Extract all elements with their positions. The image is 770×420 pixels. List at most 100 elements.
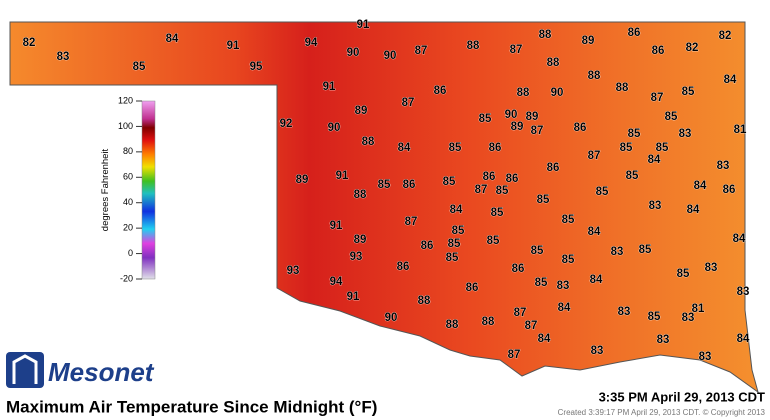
station-value: 85 — [448, 238, 461, 250]
colorbar-ticks: 120 100 80 60 40 20 0 -20 — [118, 95, 142, 283]
station-value: 83 — [705, 262, 718, 274]
station-value: 85 — [677, 268, 690, 280]
station-value: 87 — [514, 307, 527, 319]
logo: Mesonet — [6, 352, 155, 388]
station-value: 89 — [354, 234, 367, 246]
station-value: 88 — [354, 189, 367, 201]
station-value: 85 — [535, 277, 548, 289]
timestamp: 3:35 PM April 29, 2013 CDT — [599, 389, 765, 404]
station-value: 86 — [723, 184, 736, 196]
station-value: 86 — [466, 282, 479, 294]
station-value: 83 — [699, 351, 712, 363]
station-value: 84 — [724, 74, 737, 86]
station-value: 86 — [547, 162, 560, 174]
station-value: 88 — [517, 87, 530, 99]
logo-text: Mesonet — [48, 357, 155, 387]
station-value: 85 — [665, 111, 678, 123]
station-value: 83 — [557, 280, 570, 292]
station-value: 85 — [452, 225, 465, 237]
station-value: 84 — [733, 233, 746, 245]
station-value: 85 — [596, 186, 609, 198]
station-value: 87 — [510, 44, 523, 56]
station-value: 94 — [330, 276, 343, 288]
station-value: 84 — [737, 333, 750, 345]
station-value: 81 — [734, 124, 747, 136]
station-value: 86 — [512, 263, 525, 275]
station-value: 84 — [590, 274, 603, 286]
station-value: 83 — [717, 160, 730, 172]
station-value: 87 — [402, 97, 415, 109]
station-value: 91 — [336, 170, 349, 182]
station-value: 88 — [467, 40, 480, 52]
created-note: Created 3:39:17 PM April 29, 2013 CDT. ©… — [558, 408, 766, 417]
station-value: 85 — [562, 254, 575, 266]
station-value: 81 — [692, 303, 705, 315]
station-value: 83 — [657, 334, 670, 346]
station-value: 86 — [434, 85, 447, 97]
station-value: 83 — [737, 286, 750, 298]
station-value: 88 — [446, 319, 459, 331]
station-value: 90 — [328, 122, 341, 134]
colorbar — [141, 100, 156, 280]
station-value: 85 — [378, 179, 391, 191]
station-value: 83 — [618, 306, 631, 318]
station-value: 85 — [562, 214, 575, 226]
station-value: 85 — [487, 235, 500, 247]
station-value: 82 — [686, 42, 699, 54]
station-value: 86 — [483, 171, 496, 183]
station-value: 85 — [133, 61, 146, 73]
station-value: 83 — [611, 246, 624, 258]
station-value: 87 — [415, 45, 428, 57]
station-value: 90 — [551, 87, 564, 99]
station-value: 86 — [403, 179, 416, 191]
station-value: 93 — [287, 265, 300, 277]
station-value: 85 — [446, 252, 459, 264]
station-value: 83 — [591, 345, 604, 357]
station-value: 90 — [384, 50, 397, 62]
station-value: 92 — [280, 118, 293, 130]
station-value: 87 — [588, 150, 601, 162]
station-value: 84 — [398, 142, 411, 154]
station-value: 84 — [648, 154, 661, 166]
station-value: 86 — [652, 45, 665, 57]
station-value: 85 — [682, 86, 695, 98]
station-value: 86 — [628, 27, 641, 39]
station-value: 87 — [651, 92, 664, 104]
station-value: 83 — [682, 312, 695, 324]
colorbar-tick-label: 100 — [118, 121, 133, 131]
station-value: 90 — [385, 312, 398, 324]
station-value: 83 — [57, 51, 70, 63]
station-value: 89 — [526, 111, 539, 123]
station-value: 88 — [482, 316, 495, 328]
station-value: 84 — [558, 302, 571, 314]
station-value: 84 — [450, 204, 463, 216]
station-value: 86 — [489, 142, 502, 154]
colorbar-tick-label: 20 — [123, 223, 133, 233]
station-value: 89 — [511, 121, 524, 133]
station-value: 83 — [679, 128, 692, 140]
station-value: 88 — [539, 29, 552, 41]
station-value: 85 — [531, 245, 544, 257]
station-value: 90 — [505, 109, 518, 121]
station-value: 84 — [538, 333, 551, 345]
station-value: 91 — [330, 220, 343, 232]
station-value: 85 — [620, 142, 633, 154]
station-value: 85 — [479, 113, 492, 125]
station-value: 95 — [250, 61, 263, 73]
station-value: 85 — [537, 194, 550, 206]
station-value: 85 — [496, 185, 509, 197]
station-value: 85 — [443, 176, 456, 188]
station-value: 88 — [362, 136, 375, 148]
station-value: 86 — [506, 173, 519, 185]
station-value: 93 — [350, 251, 363, 263]
station-value: 85 — [449, 142, 462, 154]
station-value: 91 — [227, 40, 240, 52]
station-value: 88 — [616, 82, 629, 94]
station-value: 90 — [347, 47, 360, 59]
station-value: 88 — [588, 70, 601, 82]
station-value: 84 — [166, 33, 179, 45]
station-value: 88 — [547, 57, 560, 69]
colorbar-tick-label: -20 — [120, 273, 133, 283]
station-value: 87 — [508, 349, 521, 361]
